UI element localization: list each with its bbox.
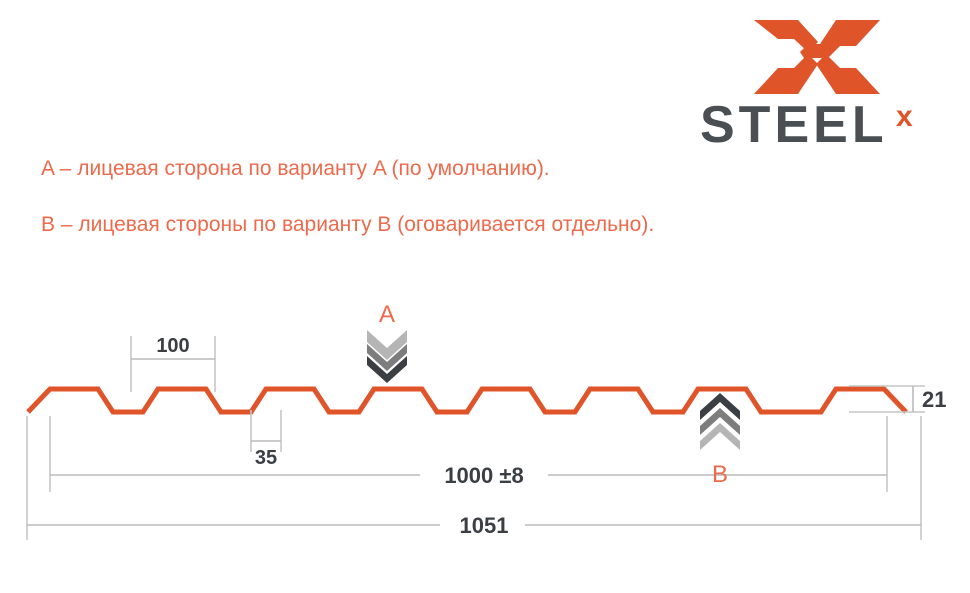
brand-logo: STEEL x <box>700 14 940 150</box>
pitch-dimension-label: 100 <box>156 335 189 357</box>
sheet-profile-outline <box>26 386 908 415</box>
wordmark-text: STEEL <box>700 102 888 150</box>
marker-a-label: A <box>379 301 395 328</box>
steelx-x-mark-icon <box>754 20 880 94</box>
note-variant-a: A – лицевая сторона по варианту A (по ум… <box>41 157 550 180</box>
marker-a-chevrons-icon <box>367 330 407 383</box>
marker-b-label: B <box>712 461 728 488</box>
working-width-label: 1000 ±8 <box>444 463 523 488</box>
marker-b-chevrons-icon <box>700 393 740 450</box>
valley-dimension-label: 35 <box>255 447 277 469</box>
logo-wordmark: STEEL x <box>700 102 913 150</box>
height-dimension-label: 21 <box>922 387 946 412</box>
note-variant-b: B – лицевая стороны по варианту B (огова… <box>41 213 655 236</box>
wordmark-superscript-x: x <box>896 102 913 133</box>
total-width-label: 1051 <box>460 513 509 538</box>
